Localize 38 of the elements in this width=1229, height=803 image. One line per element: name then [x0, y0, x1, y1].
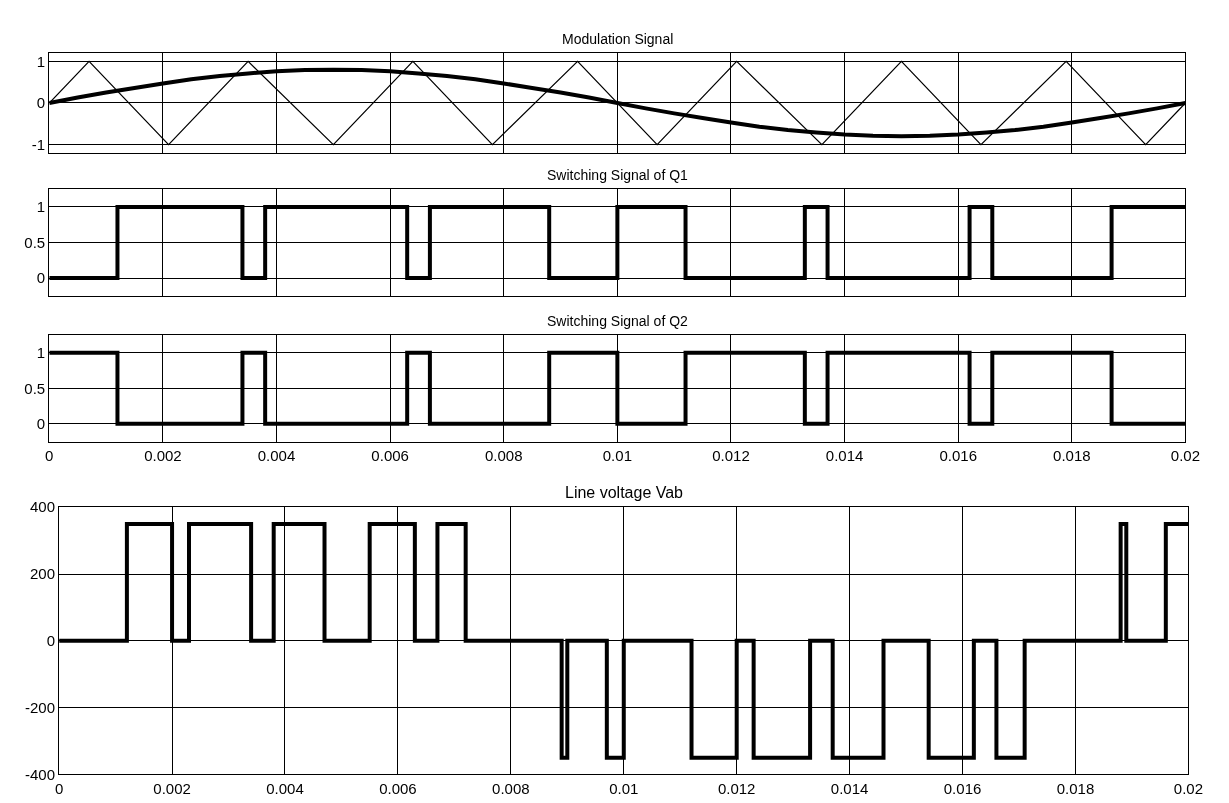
x-tick-label: 0.006 [371, 446, 409, 464]
y-tick-label: 0.5 [24, 233, 46, 251]
x-tick-label: 0.002 [144, 446, 182, 464]
y-tick-label: 1 [36, 198, 46, 216]
x-tick-label: 0.002 [153, 779, 191, 797]
chart-title: Switching Signal of Q1 [547, 167, 689, 183]
y-tick-label: 0 [46, 632, 56, 650]
y-tick-label: 1 [36, 52, 46, 70]
x-tick-label: 0.01 [609, 779, 639, 797]
x-tick-label: 0.012 [712, 446, 750, 464]
x-tick-label: 0.018 [1056, 779, 1095, 797]
x-tick-label: 0.004 [266, 779, 304, 797]
x-tick-label: 0.018 [1053, 446, 1091, 464]
y-tick-label: 0 [36, 415, 46, 433]
chart-title: Modulation Signal [562, 31, 674, 47]
x-tick-label: 0.014 [825, 446, 864, 464]
y-tick-label: 0.5 [24, 379, 46, 397]
y-tick-label: -1 [31, 135, 46, 153]
chart-title: Line voltage Vab [565, 484, 684, 501]
x-tick-label: 0.004 [257, 446, 296, 464]
x-tick-label: 0.01 [602, 446, 632, 464]
x-tick-label: 0.016 [943, 779, 982, 797]
chart-title: Switching Signal of Q2 [547, 313, 689, 329]
x-tick-label: 0.014 [830, 779, 869, 797]
y-tick-label: 0 [36, 269, 46, 287]
x-tick-label: 0.006 [379, 779, 417, 797]
y-tick-label: 0 [36, 94, 46, 112]
y-tick-label: -400 [25, 765, 56, 783]
x-tick-label: 0.016 [939, 446, 977, 464]
x-tick-label: 0.02 [1173, 779, 1204, 797]
x-tick-label: 0.012 [717, 779, 756, 797]
x-tick-label: 0.008 [484, 446, 523, 464]
x-tick-label: 0.008 [492, 779, 530, 797]
y-tick-label: 200 [30, 565, 56, 583]
y-tick-label: 1 [36, 343, 46, 361]
x-tick-label: 0.02 [1170, 446, 1201, 464]
y-tick-label: 400 [30, 498, 56, 516]
y-tick-label: -200 [25, 698, 56, 716]
